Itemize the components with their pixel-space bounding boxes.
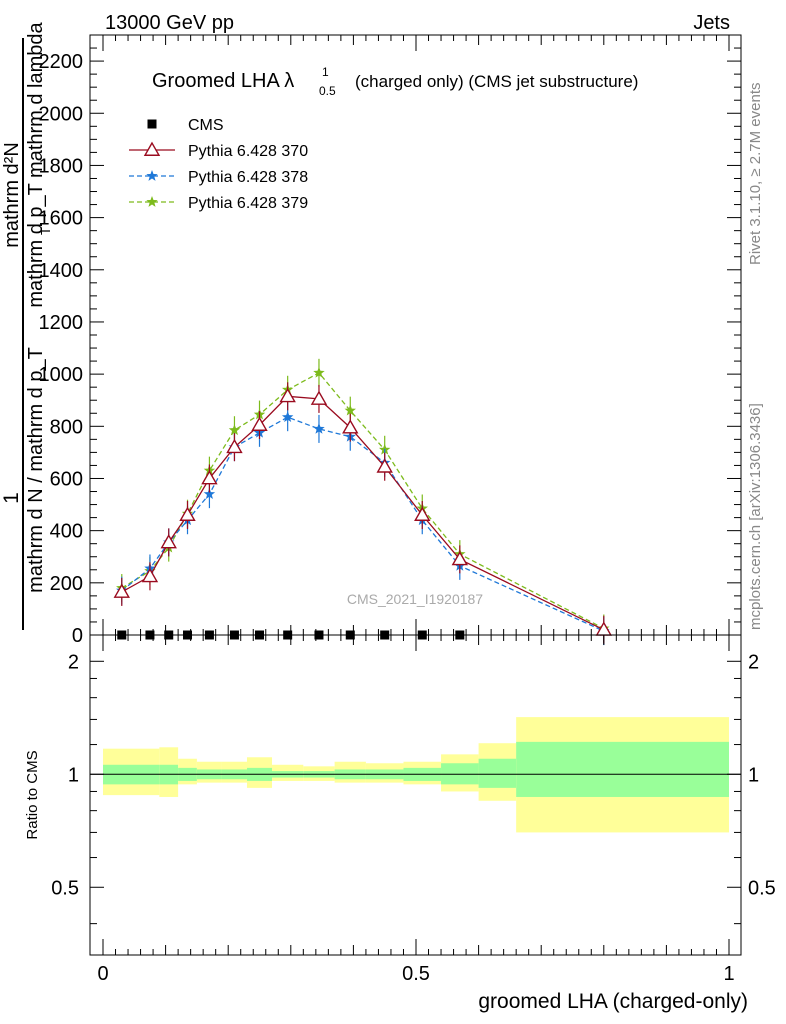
data-point <box>113 583 130 598</box>
main-y-tick-label: 600 <box>50 468 83 490</box>
main-x-ticks <box>102 35 730 635</box>
main-y-tick-label: 0 <box>72 625 83 647</box>
legend-label: Pythia 6.428 378 <box>188 169 308 186</box>
data-point <box>279 387 296 403</box>
ratio-y-tick-label-right: 2 <box>748 651 759 673</box>
data-point <box>203 488 216 499</box>
x-tick-label: 1 <box>723 963 734 985</box>
legend-label: Pythia 6.428 379 <box>188 195 308 212</box>
header-left: 13000 GeV pp <box>105 12 234 34</box>
y-title-sub-t: T <box>38 227 53 235</box>
data-point <box>342 419 359 434</box>
header-right: Jets <box>693 12 730 34</box>
series-line <box>121 372 605 630</box>
x-axis-title: groomed LHA (charged-only) <box>478 990 748 1013</box>
x-tick-label: 0 <box>97 963 108 985</box>
ratio-y-tick-label-right: 1 <box>748 764 759 786</box>
main-y-tick-label: 1400 <box>39 260 84 282</box>
data-point <box>179 506 196 521</box>
plot-title-sup: 1 <box>322 65 329 79</box>
ratio-y-ticks: 0.5 0.5 1 1 2 2 <box>51 651 776 925</box>
main-y-tick-label: 2200 <box>39 51 84 73</box>
legend-label: CMS <box>188 117 224 134</box>
main-y-tick-label: 1200 <box>39 312 84 334</box>
legend-item: Pythia 6.428 370 <box>129 141 308 160</box>
rivet-label: Rivet 3.1.10, ≥ 2.7M events <box>747 83 764 266</box>
legend-marker <box>143 141 161 156</box>
plot-title-main: Groomed LHA λ <box>152 70 294 92</box>
data-point <box>451 550 469 566</box>
series-pythia-6-428-378 <box>116 403 610 646</box>
plot-title-suffix: (charged only) (CMS jet substructure) <box>355 72 638 91</box>
ratio-y-tick-label-right: 0.5 <box>748 877 776 899</box>
ratio-y-tick-label: 2 <box>68 651 79 673</box>
legend-item: CMS <box>147 117 224 134</box>
y-title-prefix-denominator: mathrm d N / mathrm d p_T <box>25 347 47 593</box>
data-point <box>201 470 218 485</box>
main-y-tick-label: 1000 <box>39 364 84 386</box>
legend-item: Pythia 6.428 379 <box>129 195 308 212</box>
legend: CMS Pythia 6.428 370 Pythia 6.428 378 Pythi… <box>129 117 308 212</box>
legend-marker <box>146 170 158 181</box>
analysis-watermark: CMS_2021_I1920187 <box>347 591 483 607</box>
series-line <box>121 395 605 631</box>
ratio-y-tick-label: 0.5 <box>51 877 79 899</box>
data-point <box>414 506 431 521</box>
mcplots-label: mcplots.cern.ch [arXiv:1306.3436] <box>747 403 764 630</box>
ratio-y-tick-label: 1 <box>68 764 79 786</box>
data-point <box>251 416 268 431</box>
main-y-tick-label: 2000 <box>39 103 84 125</box>
data-point <box>160 533 177 549</box>
data-point <box>313 366 325 378</box>
y-title-prefix: 1 <box>0 492 23 504</box>
plot-title-sub: 0.5 <box>319 84 336 98</box>
main-y-tick-label: 800 <box>50 416 83 438</box>
main-y-ticks: 0 200 400 600 800 1000 1200 1400 1600 1800 2000 220… <box>39 47 741 647</box>
data-point <box>281 411 294 423</box>
main-y-tick-label: 400 <box>50 521 83 543</box>
data-point <box>376 458 393 473</box>
ratio-inner-band <box>478 758 517 788</box>
x-tick-label: 0.5 <box>402 963 430 985</box>
legend-item: Pythia 6.428 378 <box>129 169 308 186</box>
ratio-y-title: Ratio to CMS <box>24 750 41 839</box>
main-y-tick-label: 200 <box>50 573 83 595</box>
ratio-inner-band <box>516 741 729 797</box>
main-y-tick-label: 1800 <box>39 155 84 177</box>
data-point <box>228 424 241 436</box>
plot-title: Groomed LHA λ 1 0.5 (charged only) (CMS … <box>152 65 638 98</box>
data-point <box>344 404 356 416</box>
legend-marker <box>147 119 157 129</box>
data-point <box>313 422 325 434</box>
data-point <box>141 567 159 583</box>
legend-marker <box>146 196 158 207</box>
series-pythia-6-428-370 <box>113 382 613 644</box>
legend-label: Pythia 6.428 370 <box>188 143 308 160</box>
y-title-numerator: mathrm d²N <box>1 142 23 248</box>
ratio-x-ticks: 0 0.5 1 <box>97 635 735 985</box>
data-point <box>226 438 243 454</box>
main-y-tick-label: 1600 <box>39 208 84 230</box>
y-axis-title: 1 mathrm d²N mathrm d N / mathrm d p_T m… <box>0 21 53 630</box>
data-point <box>310 390 328 405</box>
y-title-denominator: mathrm d p_T mathrm d lambda <box>25 21 47 307</box>
